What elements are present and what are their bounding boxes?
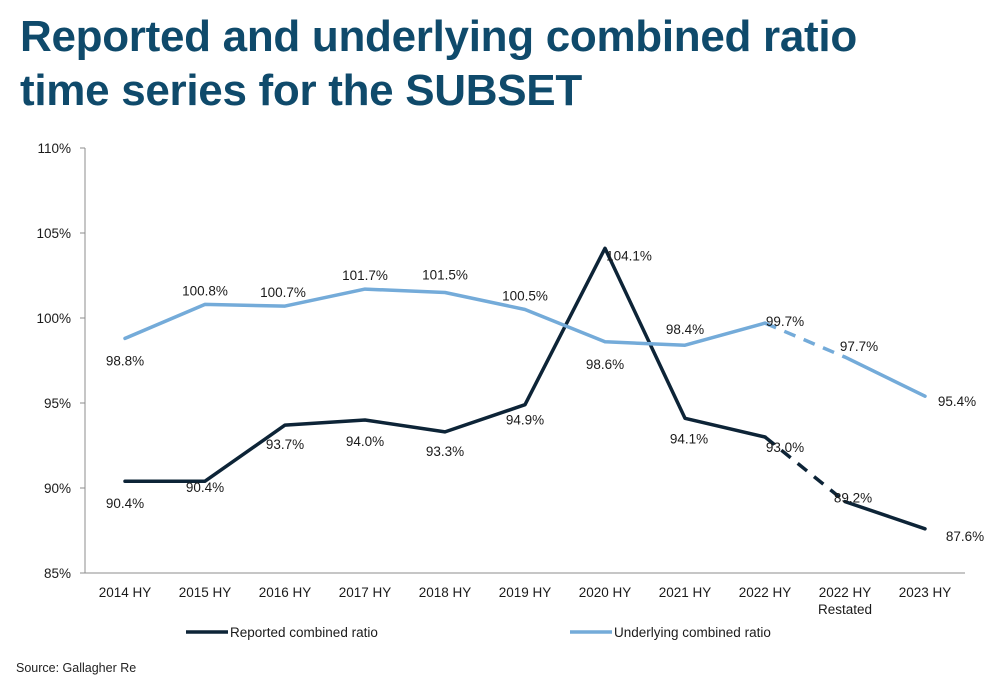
x-tick-label: 2022 HY [739, 585, 792, 600]
data-label: 98.8% [106, 353, 144, 368]
data-label: 87.6% [946, 529, 984, 544]
x-tick-label: 2017 HY [339, 585, 392, 600]
x-tick-label: 2016 HY [259, 585, 312, 600]
data-label: 97.7% [840, 339, 878, 354]
y-tick-label: 105% [36, 226, 71, 241]
x-tick-label: 2021 HY [659, 585, 712, 600]
data-label: 90.4% [186, 480, 224, 495]
data-label: 99.7% [766, 314, 804, 329]
legend-label-1: Reported combined ratio [230, 625, 378, 640]
series-line-1-end [843, 499, 927, 531]
chart-title: Reported and underlying combined ratio t… [20, 10, 970, 118]
data-label: 101.7% [342, 268, 388, 283]
y-tick-label: 110% [37, 141, 71, 156]
x-tick-label: Restated [818, 602, 872, 617]
chart-title-line-2: time series for the SUBSET [20, 66, 582, 115]
data-label: 95.4% [938, 394, 976, 409]
data-label: 94.9% [506, 413, 544, 428]
chart-title-line-1: Reported and underlying combined ratio [20, 12, 857, 61]
series-line-1-dashed-segment [763, 435, 847, 503]
x-tick-label: 2022 HY [819, 585, 872, 600]
x-tick-label: 2015 HY [179, 585, 232, 600]
y-tick-label: 90% [44, 481, 71, 496]
series-line-2-end [843, 355, 927, 398]
legend-label-2: Underlying combined ratio [614, 625, 771, 640]
data-label: 89.2% [834, 491, 872, 506]
y-tick-label: 85% [44, 566, 71, 581]
series-line-2 [123, 287, 767, 347]
data-label: 98.6% [586, 357, 624, 372]
data-label: 93.3% [426, 444, 464, 459]
source-note: Source: Gallagher Re [16, 661, 137, 675]
x-tick-label: 2019 HY [499, 585, 552, 600]
data-label: 94.0% [346, 434, 384, 449]
data-label: 93.7% [266, 437, 304, 452]
data-label: 100.5% [502, 289, 548, 304]
x-tick-label: 2018 HY [419, 585, 472, 600]
x-tick-label: 2020 HY [579, 585, 632, 600]
data-label: 104.1% [606, 248, 652, 263]
y-tick-label: 100% [36, 311, 71, 326]
data-label: 98.4% [666, 322, 704, 337]
data-label: 100.7% [260, 285, 306, 300]
data-label: 94.1% [670, 431, 708, 446]
series-line-1 [123, 246, 767, 483]
series-line-2-dashed-segment [764, 321, 846, 359]
line-chart: 85% 90% 95% 100% 105% 110% 2014 HY 2015 HY 2016 … [36, 141, 984, 640]
data-label: 101.5% [422, 268, 468, 283]
y-tick-label: 95% [44, 396, 71, 411]
x-tick-label: 2023 HY [899, 585, 952, 600]
data-label: 90.4% [106, 496, 144, 511]
data-label: 93.0% [766, 440, 804, 455]
data-label: 100.8% [182, 283, 228, 298]
x-tick-label: 2014 HY [99, 585, 152, 600]
